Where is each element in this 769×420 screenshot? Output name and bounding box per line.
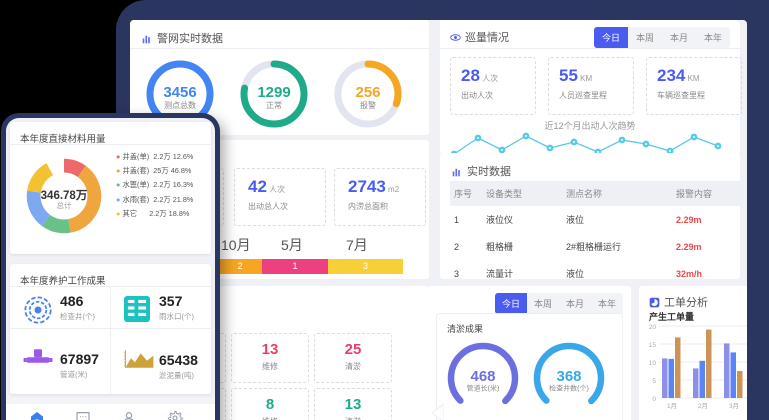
svg-text:2月: 2月	[698, 402, 708, 410]
svg-text:1月: 1月	[667, 402, 677, 410]
svg-text:5: 5	[652, 378, 656, 385]
svg-text:20: 20	[649, 324, 657, 331]
svg-text:15: 15	[649, 342, 657, 349]
svg-text:0: 0	[652, 396, 656, 403]
svg-text:3月: 3月	[729, 402, 739, 410]
svg-text:10: 10	[649, 360, 657, 367]
